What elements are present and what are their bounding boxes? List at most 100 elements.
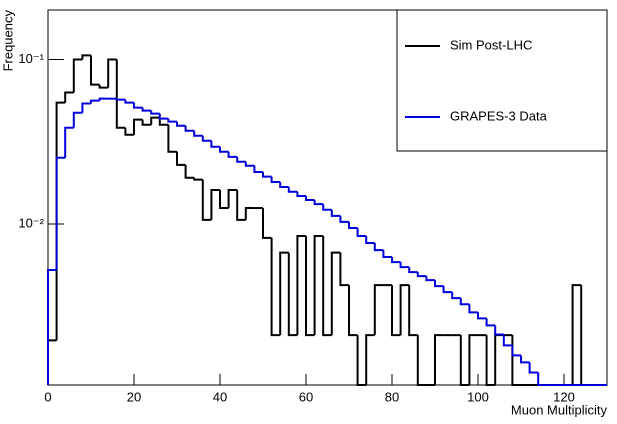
x-tick-label: 0 [44,389,51,404]
histogram-bin [365,236,375,245]
histogram-bin [322,204,332,211]
histogram-bin [408,285,418,337]
histogram-bin [72,58,83,93]
histogram-bin [520,355,530,364]
histogram-bin [330,251,341,336]
histogram-bin [571,284,582,385]
histogram-bin [494,334,504,385]
x-tick-label: 80 [385,389,399,404]
histogram-bin [416,335,427,386]
histogram-bin [210,188,220,220]
histogram-bin [236,189,246,221]
histogram-bin [124,127,134,136]
histogram-bin [330,209,341,217]
histogram-bin [244,207,255,220]
histogram-bin [339,215,349,223]
histogram-bin [201,179,212,221]
histogram-bin [219,146,229,153]
legend-box [396,9,608,152]
histogram-bin [279,182,289,188]
x-tick-label: 40 [213,389,227,404]
y-tick-label: 10⁻² [18,215,44,230]
histogram-bin [477,312,487,320]
histogram-bin [150,116,160,125]
histogram-bin [391,285,401,337]
histogram-bin [451,292,461,300]
histogram-bin [72,111,83,128]
histogram-bin [219,189,229,210]
histogram-bin [227,151,238,158]
histogram-bin [55,101,66,341]
histogram-bin [270,176,281,184]
histogram-bin [425,276,435,282]
histogram-bin [81,102,91,113]
histogram-bin [459,298,470,306]
y-axis-label: Frequency [0,10,15,72]
histogram-bin [98,97,109,101]
histogram-bin [150,110,160,115]
histogram-bin [305,195,315,201]
histogram-bin [124,99,134,104]
histogram-bin [176,121,186,127]
histogram-bin [399,262,410,269]
x-tick-label: 20 [127,389,141,404]
histogram-bin [184,125,195,132]
histogram-bin [485,318,496,327]
histogram-bin [55,156,66,271]
histogram-bin [47,269,57,385]
histogram-bin [193,130,203,137]
histogram-bin [133,118,143,135]
histogram-bin [494,325,504,336]
histogram-bin [141,119,152,126]
histogram-bin [184,164,195,179]
x-tick-label: 60 [299,389,313,404]
histogram-bin [322,236,332,337]
histogram-bin [210,140,220,148]
histogram-bin [236,156,246,163]
histogram-bin [580,285,590,386]
histogram-bin [434,280,444,288]
histogram-bin [176,151,186,166]
histogram-bin [158,117,169,126]
histogram-bin [253,165,263,174]
histogram-bin [270,237,281,337]
histogram-bin [313,235,324,336]
histogram-bin [511,345,521,357]
histogram-bin [348,285,358,337]
legend-label: Sim Post-LHC [450,37,532,52]
histogram-bin [528,362,539,374]
histogram-bin [262,208,272,239]
histogram-bin [115,98,126,101]
histogram-bin [373,243,384,252]
histogram-bin [90,55,100,86]
histogram-bin [81,54,91,60]
histogram-bin [64,91,74,103]
histogram-bin [356,335,367,386]
histogram-bin [485,335,496,386]
histogram-bin [537,372,547,386]
y-tick-label: 10⁻¹ [18,51,44,66]
histogram-bin [313,199,324,206]
histogram-bin [468,304,478,314]
histogram-bin [459,335,470,386]
histogram-bin [399,284,410,336]
histogram-bin [279,251,289,336]
plot-frame [47,9,608,386]
histogram-bin [373,284,384,336]
legend-label: GRAPES-3 Data [450,108,548,123]
histogram-bin [348,221,358,229]
histogram-bin [158,113,169,120]
histogram-bin [356,227,367,238]
histogram-bin [296,235,306,336]
histogram-bin [391,257,401,264]
histogram-bin [201,135,212,142]
histogram-bin [287,252,298,337]
histogram-bin [193,177,203,181]
histogram-bin [502,334,513,347]
histogram-bin [365,334,375,385]
histogram-bin [416,272,427,278]
histogram-bin [167,118,177,123]
histogram-bin [64,126,74,158]
histogram-bin [262,172,272,178]
histogram-bin [296,191,306,197]
